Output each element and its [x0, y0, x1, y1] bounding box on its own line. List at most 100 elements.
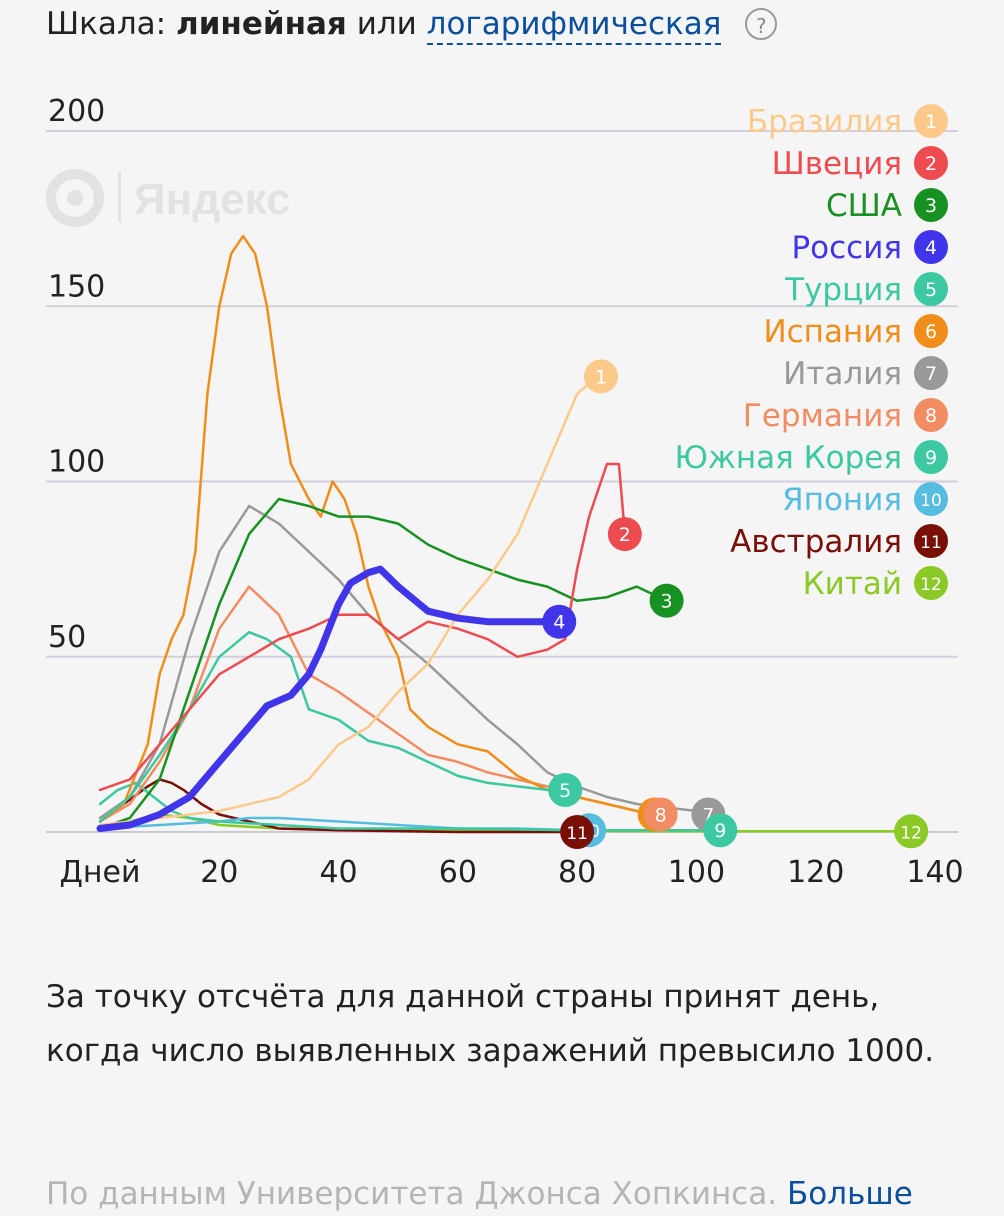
legend-number-8: 8 [925, 405, 937, 427]
legend-label-2: Швеция [772, 146, 902, 182]
scale-or: или [356, 6, 417, 42]
series-line-2[interactable] [98, 462, 627, 792]
legend-number-9: 9 [925, 447, 937, 469]
legend-item-2[interactable]: Швеция 2 [772, 146, 948, 182]
legend-label-9: Южная Корея [674, 440, 902, 476]
legend-number-5: 5 [925, 279, 937, 301]
x-tick-100: 100 [668, 855, 725, 890]
series-end-number-5: 5 [559, 780, 571, 802]
legend-badge-4 [914, 230, 948, 264]
legend-item-6[interactable]: Испания 6 [763, 314, 948, 350]
x-tick-40: 40 [319, 855, 357, 890]
x-tick-120: 120 [787, 855, 844, 890]
legend-label-3: США [826, 188, 902, 224]
legend-badge-6 [914, 314, 948, 348]
legend-number-3: 3 [925, 195, 937, 217]
legend-label-1: Бразилия [747, 104, 902, 140]
y-tick-200: 200 [48, 94, 105, 129]
series-line-11[interactable] [98, 778, 579, 834]
legend-item-3[interactable]: США 3 [826, 188, 948, 224]
source-line: По данным Университета Джонса Хопкинса. … [46, 1172, 986, 1216]
x-tick-140: 140 [906, 855, 963, 890]
y-tick-100: 100 [48, 445, 105, 480]
legend-badge-9 [914, 440, 948, 474]
legend-badge-3 [914, 188, 948, 222]
x-axis: Дней 20 40 60 80 100 120 140 [59, 855, 963, 890]
legend-badge-1 [914, 104, 948, 138]
series-line-1[interactable] [98, 375, 603, 827]
legend-item-4[interactable]: Россия 4 [791, 230, 948, 266]
series-end-number-3: 3 [661, 591, 673, 613]
scale-switch: Шкала: линейная или логарифмическая ? [46, 2, 778, 46]
legend-badge-10 [914, 482, 948, 516]
series-end-marker-8[interactable]: 8 [643, 797, 678, 832]
legend-number-11: 11 [920, 533, 942, 553]
series-end-marker-12[interactable]: 12 [894, 814, 929, 849]
legend-badge-2 [914, 146, 948, 180]
series-end-marker-5[interactable]: 5 [548, 772, 583, 807]
legend-item-7[interactable]: Италия 7 [783, 356, 948, 392]
legend-badge-11 [914, 524, 948, 558]
legend-label-7: Италия [783, 356, 902, 392]
x-axis-label: Дней [59, 855, 140, 890]
legend-label-5: Турция [784, 272, 902, 308]
series-end-number-8: 8 [655, 804, 667, 826]
scale-log-option[interactable]: логарифмическая [426, 6, 722, 45]
series-end-marker-4[interactable]: 4 [542, 604, 577, 639]
more-link[interactable]: Больше [787, 1176, 913, 1212]
watermark: Яндекс [46, 169, 291, 227]
legend-label-4: Россия [791, 230, 902, 266]
legend-item-5[interactable]: Турция 5 [784, 272, 948, 308]
marker-layer: 123456789101112 [542, 359, 929, 849]
source-text: По данным Университета Джонса Хопкинса. [46, 1176, 778, 1212]
legend-badge-7 [914, 356, 948, 390]
x-tick-20: 20 [200, 855, 238, 890]
legend-number-2: 2 [925, 153, 937, 175]
legend-label-10: Япония [782, 482, 902, 518]
series-end-number-9: 9 [714, 820, 726, 842]
y-tick-50: 50 [48, 620, 86, 655]
legend-badge-8 [914, 398, 948, 432]
legend-item-12[interactable]: Китай 12 [803, 566, 948, 602]
series-end-number-11: 11 [566, 824, 588, 844]
legend-label-11: Австралия [730, 524, 902, 560]
legend-number-6: 6 [925, 321, 937, 343]
legend-label-6: Испания [763, 314, 902, 350]
series-end-number-12: 12 [900, 823, 922, 843]
series-end-marker-2[interactable]: 2 [607, 517, 642, 552]
legend: Бразилия 1 Швеция 2 США 3 Россия 4 Турция 5 Испани… [674, 104, 948, 602]
x-tick-60: 60 [439, 855, 477, 890]
scale-label: Шкала: [46, 6, 167, 42]
legend-number-4: 4 [925, 237, 937, 259]
legend-item-8[interactable]: Германия 8 [743, 398, 948, 434]
grid-layer: 50 100 150 200 [46, 94, 958, 833]
series-line-7[interactable] [98, 504, 710, 820]
legend-item-1[interactable]: Бразилия 1 [747, 104, 948, 140]
series-end-number-4: 4 [553, 612, 565, 634]
legend-item-11[interactable]: Австралия 11 [730, 524, 948, 560]
y-tick-150: 150 [48, 269, 105, 304]
help-icon[interactable]: ? [745, 7, 778, 40]
legend-item-9[interactable]: Южная Корея 9 [674, 440, 948, 476]
series-end-number-1: 1 [595, 366, 607, 388]
series-line-4[interactable] [96, 565, 563, 832]
series-end-marker-1[interactable]: 1 [584, 359, 618, 394]
chart-note: За точку отсчёта для данной страны приня… [46, 979, 935, 1069]
series-end-marker-9[interactable]: 9 [703, 813, 738, 848]
legend-badge-12 [914, 566, 948, 600]
legend-number-12: 12 [920, 575, 942, 595]
series-end-marker-3[interactable]: 3 [649, 583, 684, 618]
series-end-number-2: 2 [619, 524, 631, 546]
series-end-marker-11[interactable]: 11 [560, 815, 595, 849]
legend-label-12: Китай [803, 566, 902, 602]
legend-number-1: 1 [925, 111, 937, 133]
legend-item-10[interactable]: Япония 10 [782, 482, 948, 518]
scale-linear-option[interactable]: линейная [175, 6, 347, 42]
legend-number-7: 7 [925, 363, 937, 385]
legend-badge-5 [914, 272, 948, 306]
watermark-text: Яндекс [134, 175, 291, 224]
legend-number-10: 10 [920, 491, 942, 511]
series-line-6[interactable] [98, 234, 656, 823]
x-tick-80: 80 [558, 855, 596, 890]
